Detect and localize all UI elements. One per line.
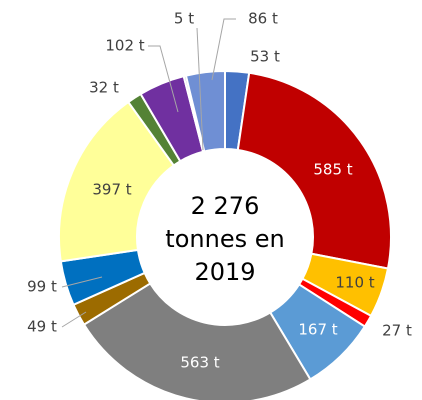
center-label: 2019 — [194, 258, 255, 286]
labels: 53 t 585 t 110 t 27 t 167 t 563 t 49 t 99 t 397 … — [27, 10, 412, 372]
leader-line — [61, 276, 103, 288]
donut-segment — [236, 71, 392, 270]
data-label: 563 t — [180, 354, 219, 372]
data-label: 110 t — [335, 274, 374, 292]
data-label: 53 t — [250, 48, 280, 66]
data-label: 167 t — [298, 321, 337, 339]
data-label: 102 t — [105, 37, 144, 55]
donut — [58, 69, 392, 400]
data-label: 27 t — [382, 322, 412, 340]
leader-line — [148, 45, 179, 113]
leader-line — [211, 18, 236, 81]
leader-line — [61, 311, 87, 328]
leader-line — [196, 27, 204, 151]
center-label: 2 276 — [191, 192, 260, 220]
data-label: 585 t — [313, 161, 352, 179]
data-label: 86 t — [248, 10, 278, 28]
data-label: 5 t — [174, 10, 194, 28]
data-label: 32 t — [89, 79, 119, 97]
donut-segment — [82, 282, 312, 400]
data-label: 99 t — [27, 278, 57, 296]
data-label: 49 t — [27, 318, 57, 336]
center-label: tonnes en — [165, 225, 284, 253]
data-label: 397 t — [92, 181, 131, 199]
